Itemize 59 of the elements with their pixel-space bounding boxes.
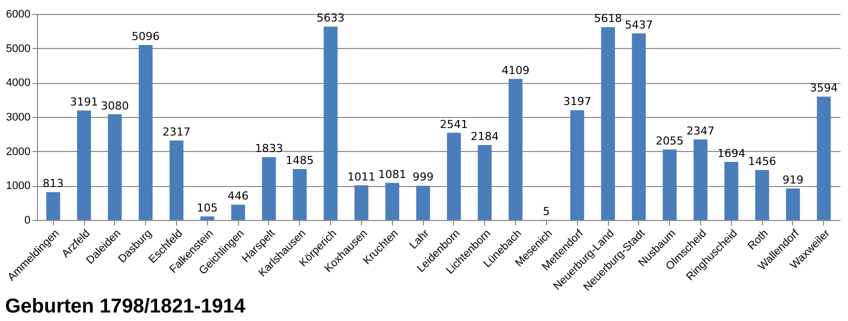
data-label: 813 xyxy=(42,177,64,190)
y-tick-label: 6000 xyxy=(6,8,30,20)
bar xyxy=(662,149,677,220)
data-label: 5 xyxy=(542,204,550,218)
data-label: 1011 xyxy=(347,170,376,184)
data-label: 446 xyxy=(228,190,249,203)
data-label: 3191 xyxy=(70,95,98,108)
bar xyxy=(324,26,338,220)
bar xyxy=(108,114,122,220)
bar xyxy=(292,169,307,220)
bar xyxy=(200,216,214,220)
data-label: 4109 xyxy=(502,64,530,77)
data-label: 3080 xyxy=(100,99,129,112)
bar xyxy=(508,78,522,220)
data-label: 5633 xyxy=(316,12,345,25)
data-label: 5618 xyxy=(594,12,622,26)
data-label: 105 xyxy=(196,201,218,214)
y-tick-label: 2000 xyxy=(6,146,30,158)
bar xyxy=(478,145,492,220)
bar xyxy=(77,110,91,220)
data-label: 999 xyxy=(412,170,434,184)
data-label: 2317 xyxy=(162,125,190,138)
y-tick-label: 3000 xyxy=(6,112,30,124)
y-tick-label: 1000 xyxy=(6,180,30,192)
data-label: 2347 xyxy=(686,124,715,138)
bar xyxy=(632,33,646,220)
data-label: 5437 xyxy=(624,18,653,32)
bar xyxy=(724,162,738,220)
bar xyxy=(385,182,400,220)
data-label: 1081 xyxy=(378,168,406,181)
bar xyxy=(694,139,708,220)
bar xyxy=(446,132,461,220)
data-label: 2184 xyxy=(470,130,499,144)
bar xyxy=(601,27,615,220)
bar xyxy=(138,45,153,220)
bar xyxy=(755,170,770,220)
data-label: 2055 xyxy=(656,134,684,148)
data-label: 1833 xyxy=(254,142,283,156)
y-tick-label: 5000 xyxy=(6,42,30,55)
data-label: 3197 xyxy=(563,95,592,108)
data-label: 1694 xyxy=(717,146,746,160)
bar xyxy=(170,140,184,220)
data-label: 919 xyxy=(782,173,804,186)
data-label: 3594 xyxy=(810,82,838,95)
data-label: 5096 xyxy=(132,30,160,44)
bar xyxy=(46,192,60,220)
bar xyxy=(262,157,276,220)
bar xyxy=(231,204,246,220)
text: Geburten 1798/1821-1914 xyxy=(5,295,246,318)
bar xyxy=(570,110,584,220)
y-tick-label: 0 xyxy=(24,214,30,226)
y-tick-label: 4000 xyxy=(6,77,30,90)
data-label: 1485 xyxy=(286,154,314,168)
bar xyxy=(816,96,831,220)
bar xyxy=(786,188,800,220)
data-label: 1456 xyxy=(748,155,776,168)
data-label: 2541 xyxy=(440,118,468,131)
bar xyxy=(416,186,430,220)
bar xyxy=(354,185,368,220)
